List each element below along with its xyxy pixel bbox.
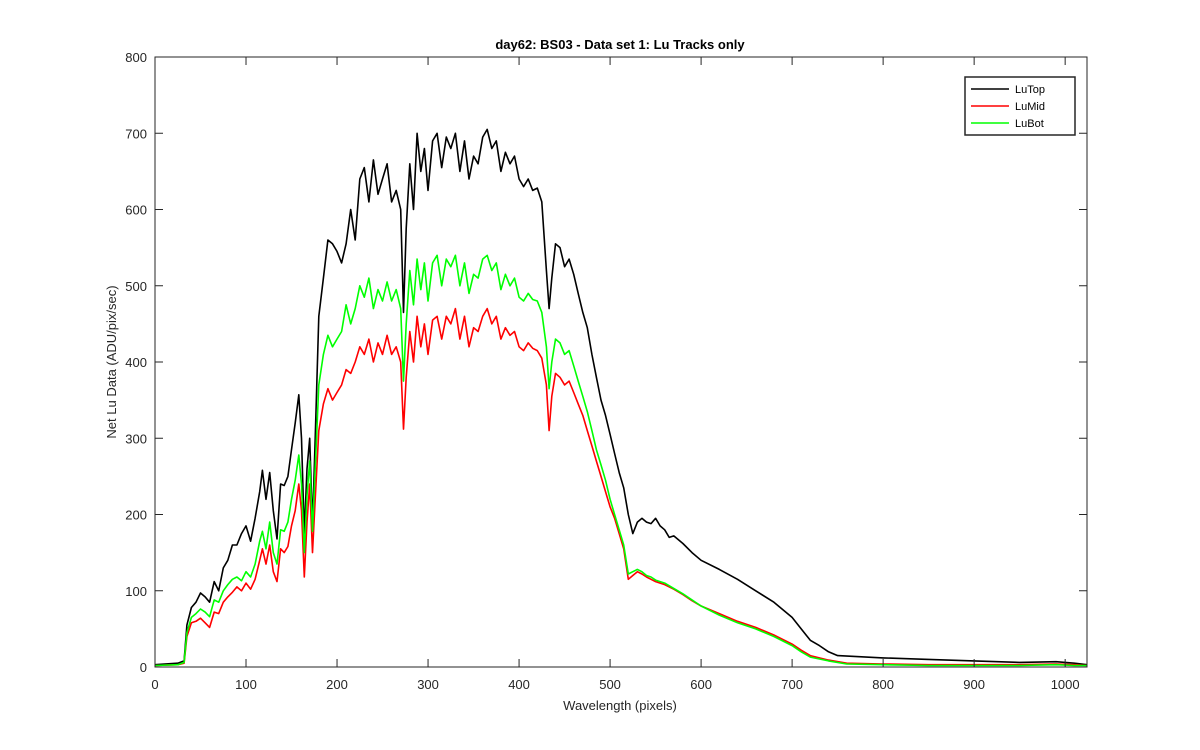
x-axis-label: Wavelength (pixels)	[563, 698, 677, 713]
y-axis-label: Net Lu Data (ADU/pix/sec)	[104, 285, 119, 438]
y-tick-label: 700	[125, 126, 147, 141]
series-line-lutop	[154, 128, 1088, 666]
legend: LuTop LuMid LuBot	[964, 76, 1076, 136]
chart-title: day62: BS03 - Data set 1: Lu Tracks only	[495, 37, 745, 52]
y-tick-label: 600	[125, 203, 147, 218]
x-tick-label: 900	[963, 677, 985, 692]
y-tick-label: 200	[125, 508, 147, 523]
x-tick-label: 800	[872, 677, 894, 692]
x-tick-label: 200	[326, 677, 348, 692]
y-tick-label: 0	[140, 660, 147, 675]
series-layer	[154, 128, 1088, 667]
x-tick-label: 500	[599, 677, 621, 692]
series-line-lumid	[154, 307, 1088, 667]
y-tick-label: 100	[125, 584, 147, 599]
x-tick-label: 100	[235, 677, 257, 692]
legend-label: LuTop	[1015, 84, 1045, 96]
y-tick-label: 800	[125, 50, 147, 65]
y-tick-label: 300	[125, 431, 147, 446]
legend-label: LuBot	[1015, 118, 1044, 130]
axis-ticks: 0 100 200 300 400 500 600 700 800 900 1000 0 100 200 3…	[125, 50, 1087, 692]
x-tick-label: 0	[151, 677, 158, 692]
x-tick-label: 700	[781, 677, 803, 692]
y-tick-label: 400	[125, 355, 147, 370]
x-tick-label: 300	[417, 677, 439, 692]
y-tick-label: 500	[125, 279, 147, 294]
x-tick-label: 600	[690, 677, 712, 692]
x-tick-label: 1000	[1051, 677, 1080, 692]
series-line-lubot	[154, 254, 1087, 667]
legend-label: LuMid	[1015, 101, 1045, 113]
plot-frame	[154, 56, 1088, 668]
x-tick-label: 400	[508, 677, 530, 692]
